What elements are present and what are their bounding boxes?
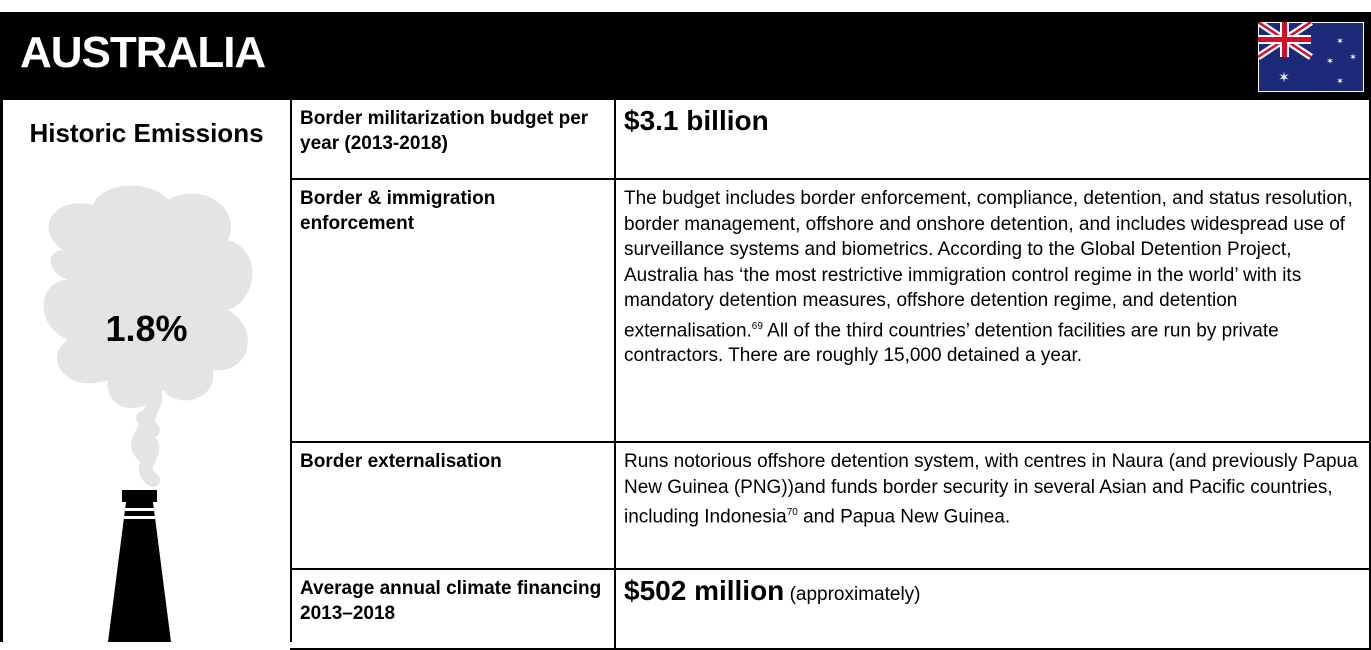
amount: $3.1 billion	[624, 105, 769, 136]
emissions-illustration	[43, 185, 253, 642]
svg-text:✶: ✶	[1326, 56, 1334, 66]
amount: $502 million	[624, 575, 785, 606]
row-value: $502 million (approximately)	[614, 570, 1371, 650]
footnote: 70	[786, 507, 798, 518]
svg-text:✶: ✶	[1278, 69, 1290, 85]
svg-text:✶: ✶	[1336, 76, 1344, 86]
text: All of the third countries’ detention fa…	[624, 319, 1279, 367]
emissions-panel: Historic Emissions 1.8%	[0, 100, 292, 642]
emissions-value: 1.8%	[105, 308, 188, 349]
text: The budget includes border enforcement, …	[624, 188, 1353, 341]
row-label: Border externalisation	[290, 443, 616, 570]
text: and Papua New Guinea.	[797, 506, 1011, 528]
text: Runs notorious offshore detention system…	[624, 451, 1358, 528]
flag: ✶✶✶✶✶	[1258, 22, 1364, 92]
header-bar	[0, 12, 1371, 100]
qualifier: (approximately)	[789, 584, 921, 605]
row-label: Border & immigration enforcement	[290, 180, 616, 443]
emissions-label: Historic Emissions	[29, 118, 264, 148]
svg-text:✶: ✶	[1336, 36, 1344, 46]
row-label: Border militarization budget per year (2…	[290, 100, 616, 180]
row-value: The budget includes border enforcement, …	[614, 180, 1371, 443]
footnote: 69	[751, 320, 763, 332]
title: AUSTRALIA	[20, 28, 266, 77]
svg-text:✶: ✶	[1349, 52, 1357, 62]
row-value: Runs notorious offshore detention system…	[614, 443, 1371, 570]
row-value: $3.1 billion	[614, 100, 1371, 180]
row-label: Average annual climate financing 2013–20…	[290, 570, 616, 650]
